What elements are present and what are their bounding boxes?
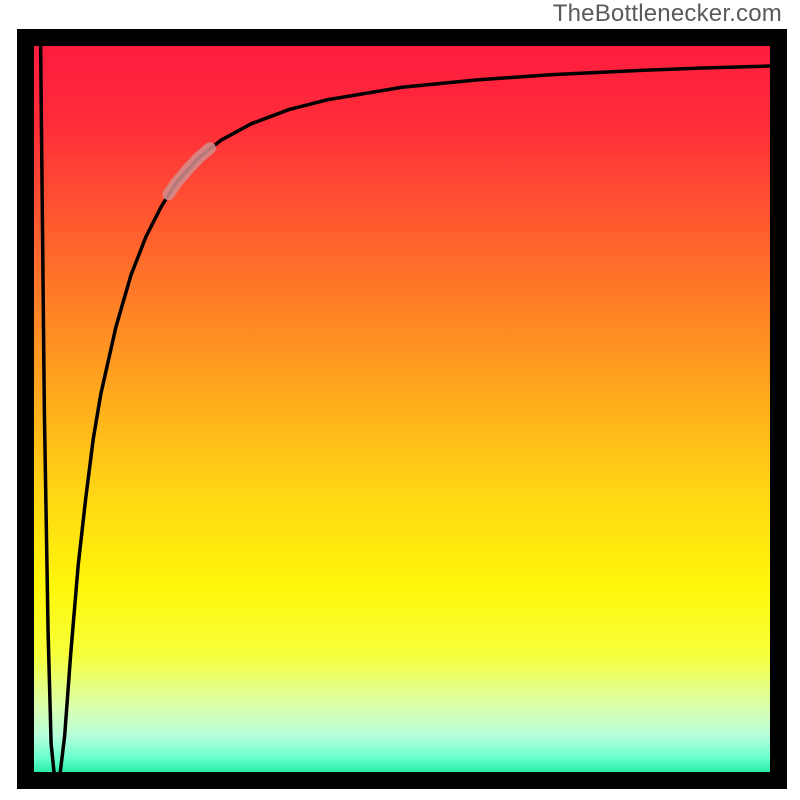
chart-background (26, 38, 779, 781)
chart-container: TheBottlenecker.com (0, 0, 800, 800)
bottleneck-chart (0, 0, 800, 800)
watermark-text: TheBottlenecker.com (553, 0, 782, 28)
